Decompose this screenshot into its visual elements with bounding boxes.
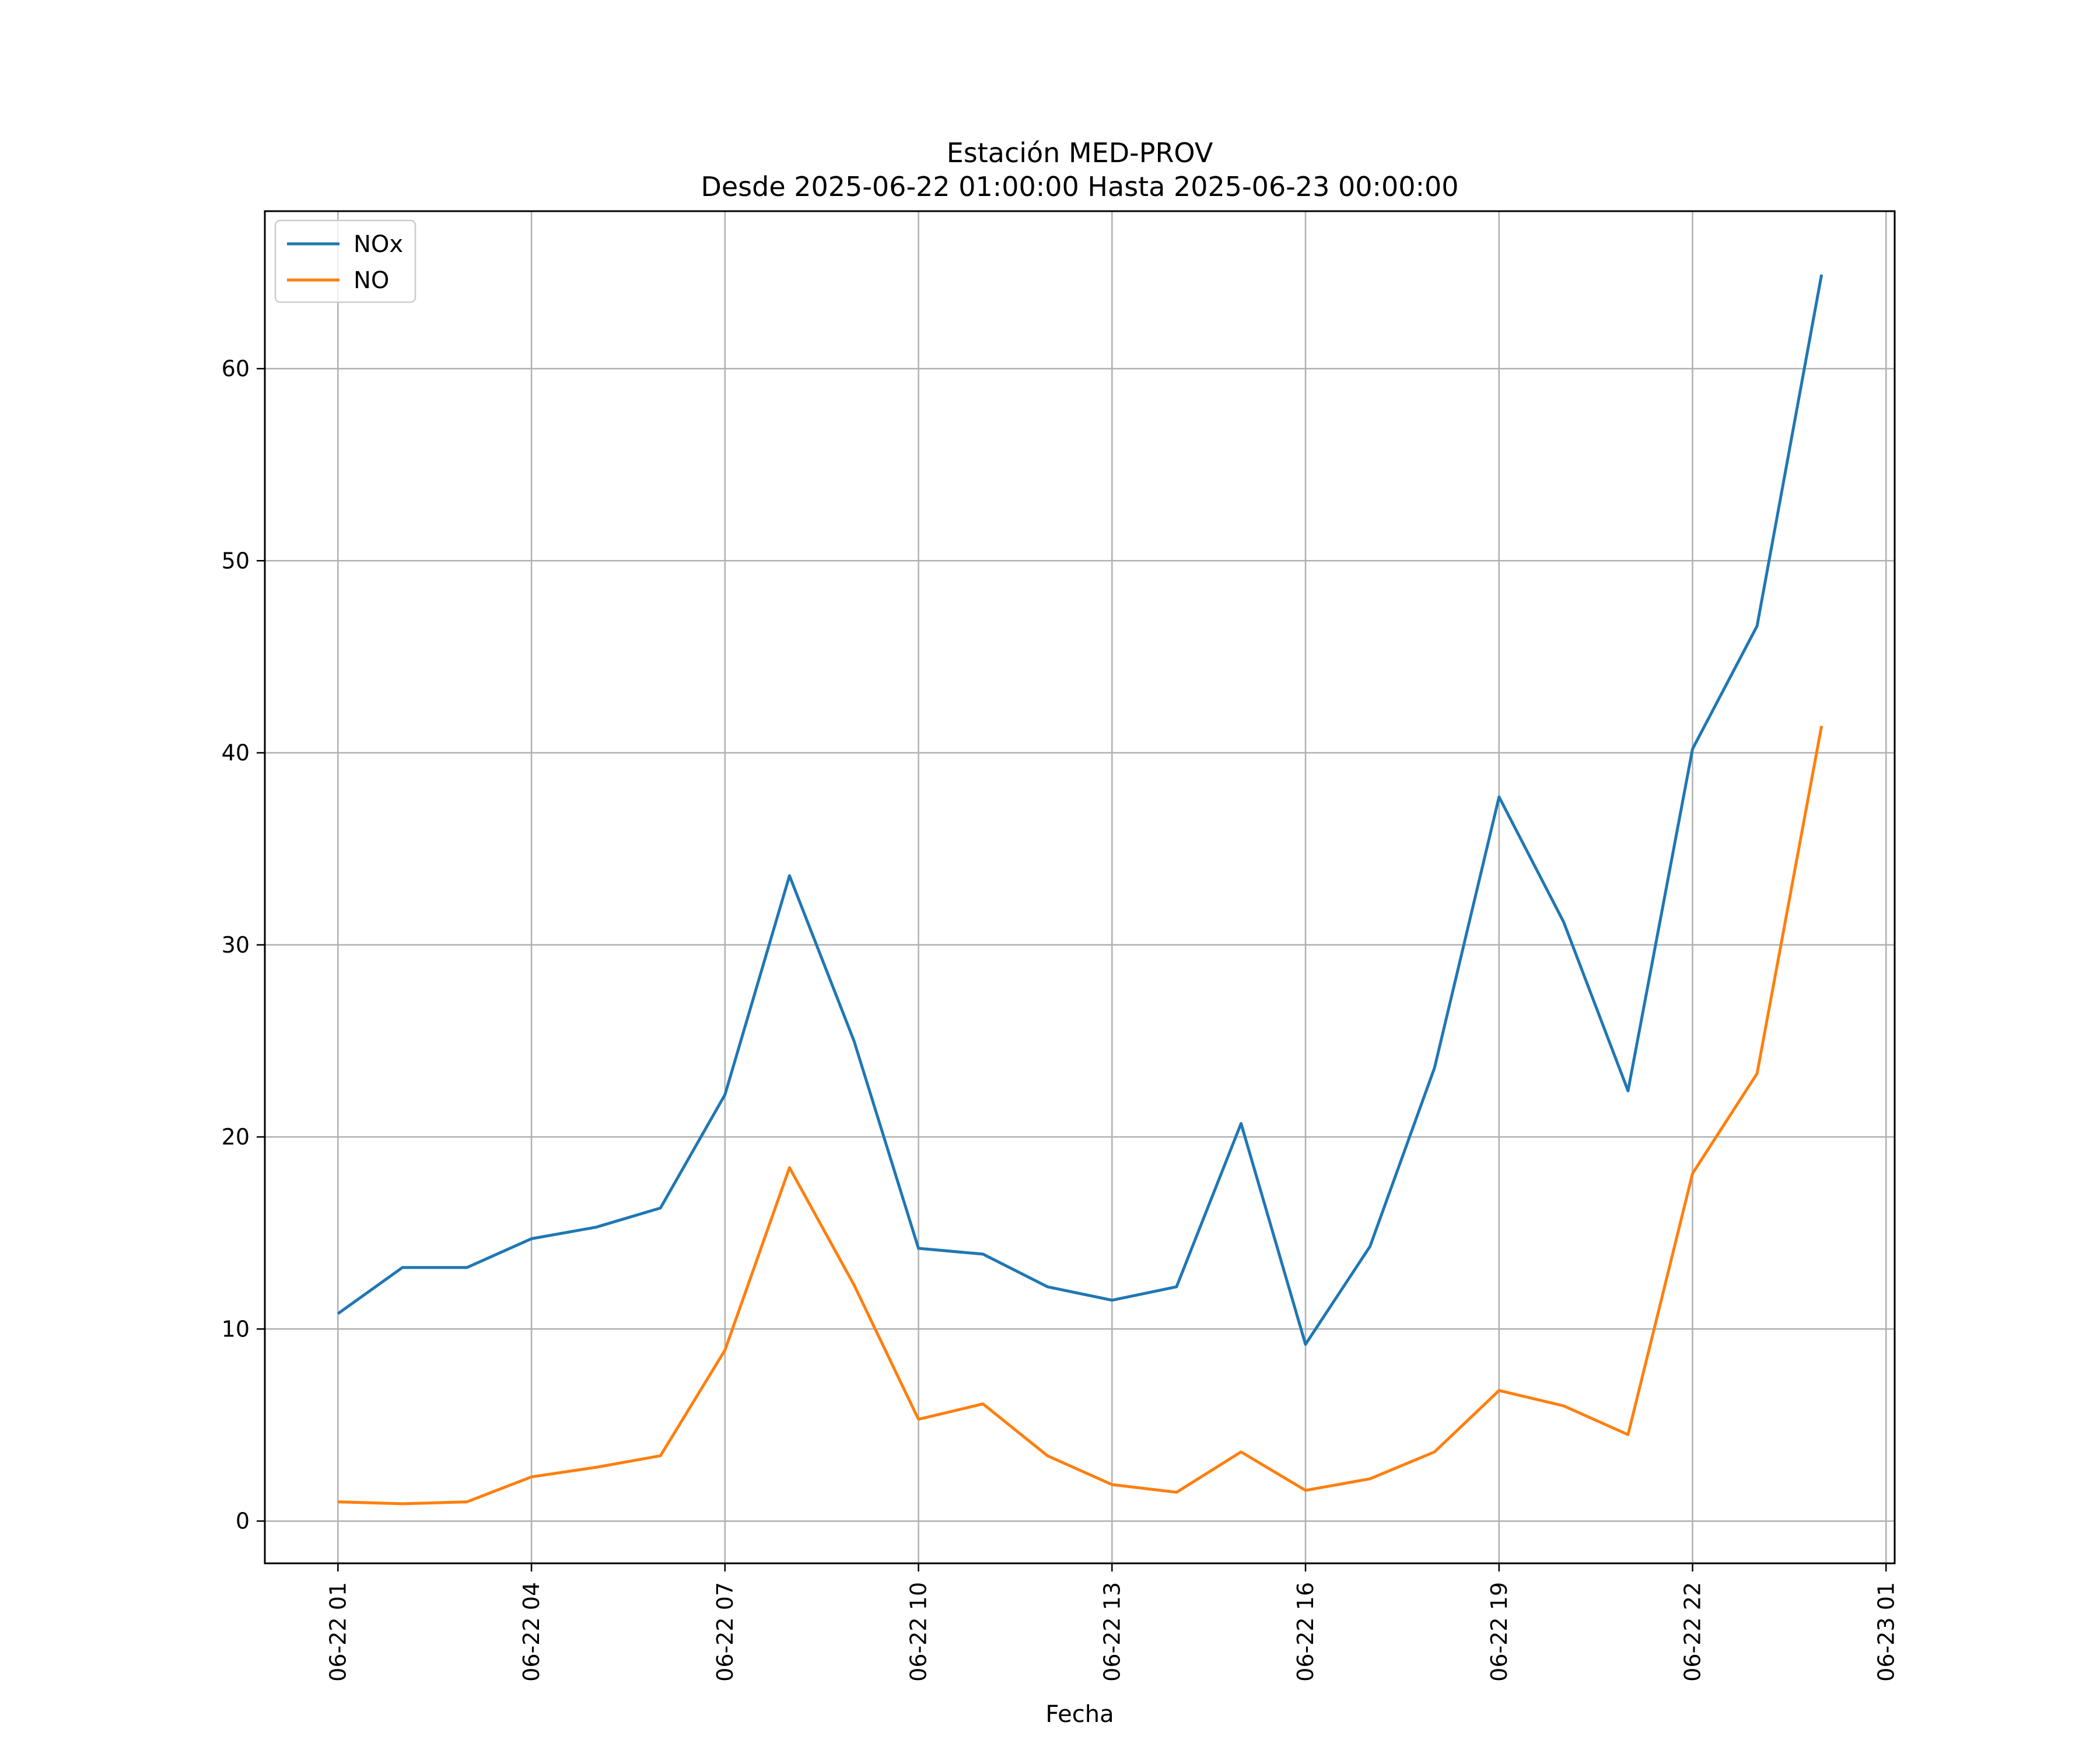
x-tick-label: 06-22 16 xyxy=(1293,1582,1318,1682)
x-tick-label: 06-22 22 xyxy=(1680,1582,1706,1682)
y-tick-label: 40 xyxy=(222,740,250,766)
series-lines xyxy=(337,274,1824,1506)
chart-subtitle: Desde 2025-06-22 01:00:00 Hasta 2025-06-… xyxy=(701,171,1458,202)
legend-label-nox: NOx xyxy=(354,231,403,258)
x-tick-label: 06-23 01 xyxy=(1873,1582,1899,1682)
y-tick-label: 20 xyxy=(222,1124,250,1150)
chart-title: Estación MED-PROV xyxy=(947,137,1213,169)
y-tick-label: 10 xyxy=(222,1316,250,1342)
x-axis-label: Fecha xyxy=(1045,1701,1114,1728)
x-tick-label: 06-22 10 xyxy=(906,1582,932,1682)
plot-frame xyxy=(264,210,1896,1564)
x-tick-label: 06-22 07 xyxy=(712,1582,738,1682)
series-line-no xyxy=(338,725,1824,1506)
y-tick-label: 30 xyxy=(222,932,250,958)
x-tick-label: 06-22 19 xyxy=(1486,1582,1512,1682)
x-axis: 06-22 01 06-22 04 06-22 07 06-22 10 06-22 13… xyxy=(325,1563,1899,1682)
legend: NOx NO xyxy=(274,219,416,303)
legend-box xyxy=(274,219,416,303)
x-tick-label: 06-22 13 xyxy=(1099,1582,1125,1682)
y-tick-label: 0 xyxy=(236,1508,250,1534)
y-tick-label: 50 xyxy=(222,548,250,573)
y-tick-label: 60 xyxy=(222,356,250,382)
x-tick-label: 06-22 01 xyxy=(325,1582,351,1682)
y-axis: 0 10 20 30 40 50 60 xyxy=(222,356,265,1534)
series-line-nox xyxy=(337,274,1824,1346)
grid xyxy=(265,211,1895,1563)
x-tick-label: 06-22 04 xyxy=(519,1582,544,1682)
legend-label-no: NO xyxy=(354,267,389,294)
